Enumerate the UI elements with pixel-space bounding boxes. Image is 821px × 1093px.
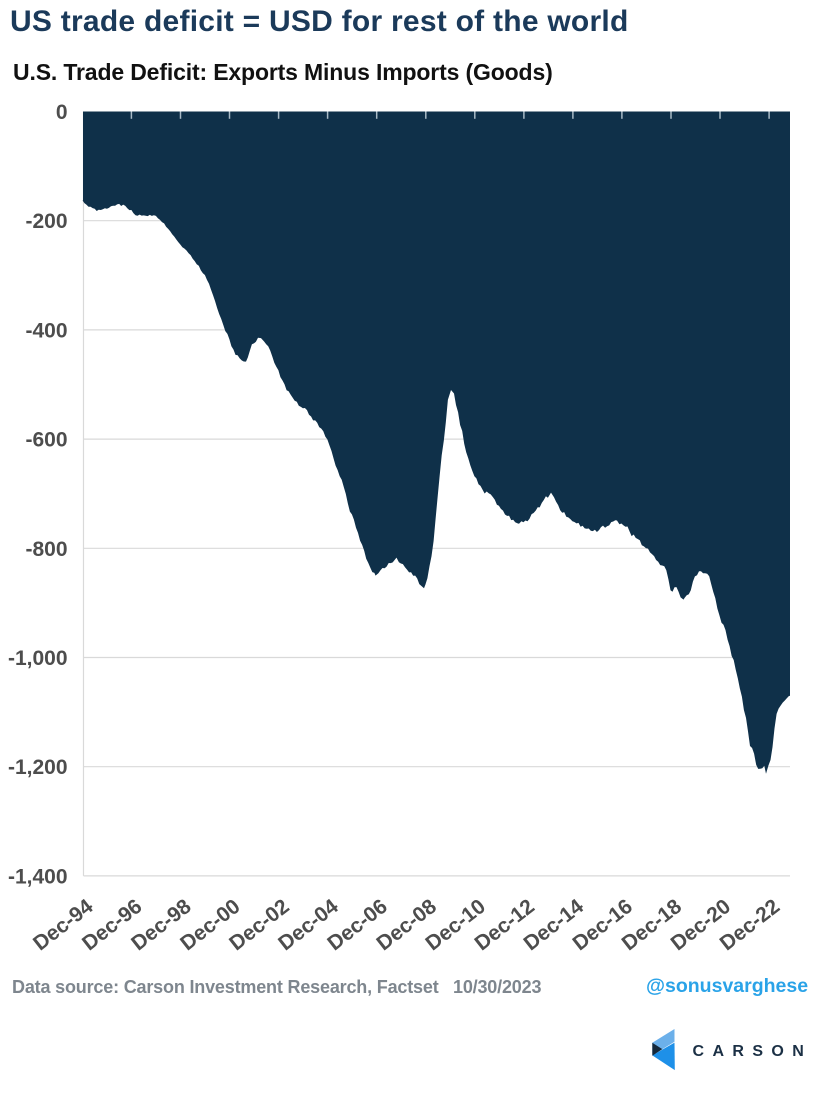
svg-text:CARSON: CARSON xyxy=(693,1043,813,1060)
svg-text:-1,000: -1,000 xyxy=(8,647,68,670)
svg-text:-600: -600 xyxy=(25,429,67,452)
svg-text:-1,400: -1,400 xyxy=(8,865,68,888)
svg-text:-400: -400 xyxy=(25,319,67,342)
svg-text:-1,200: -1,200 xyxy=(8,756,68,779)
svg-text:-200: -200 xyxy=(25,210,67,233)
svg-text:0: 0 xyxy=(56,101,68,124)
svg-text:-800: -800 xyxy=(25,538,67,561)
